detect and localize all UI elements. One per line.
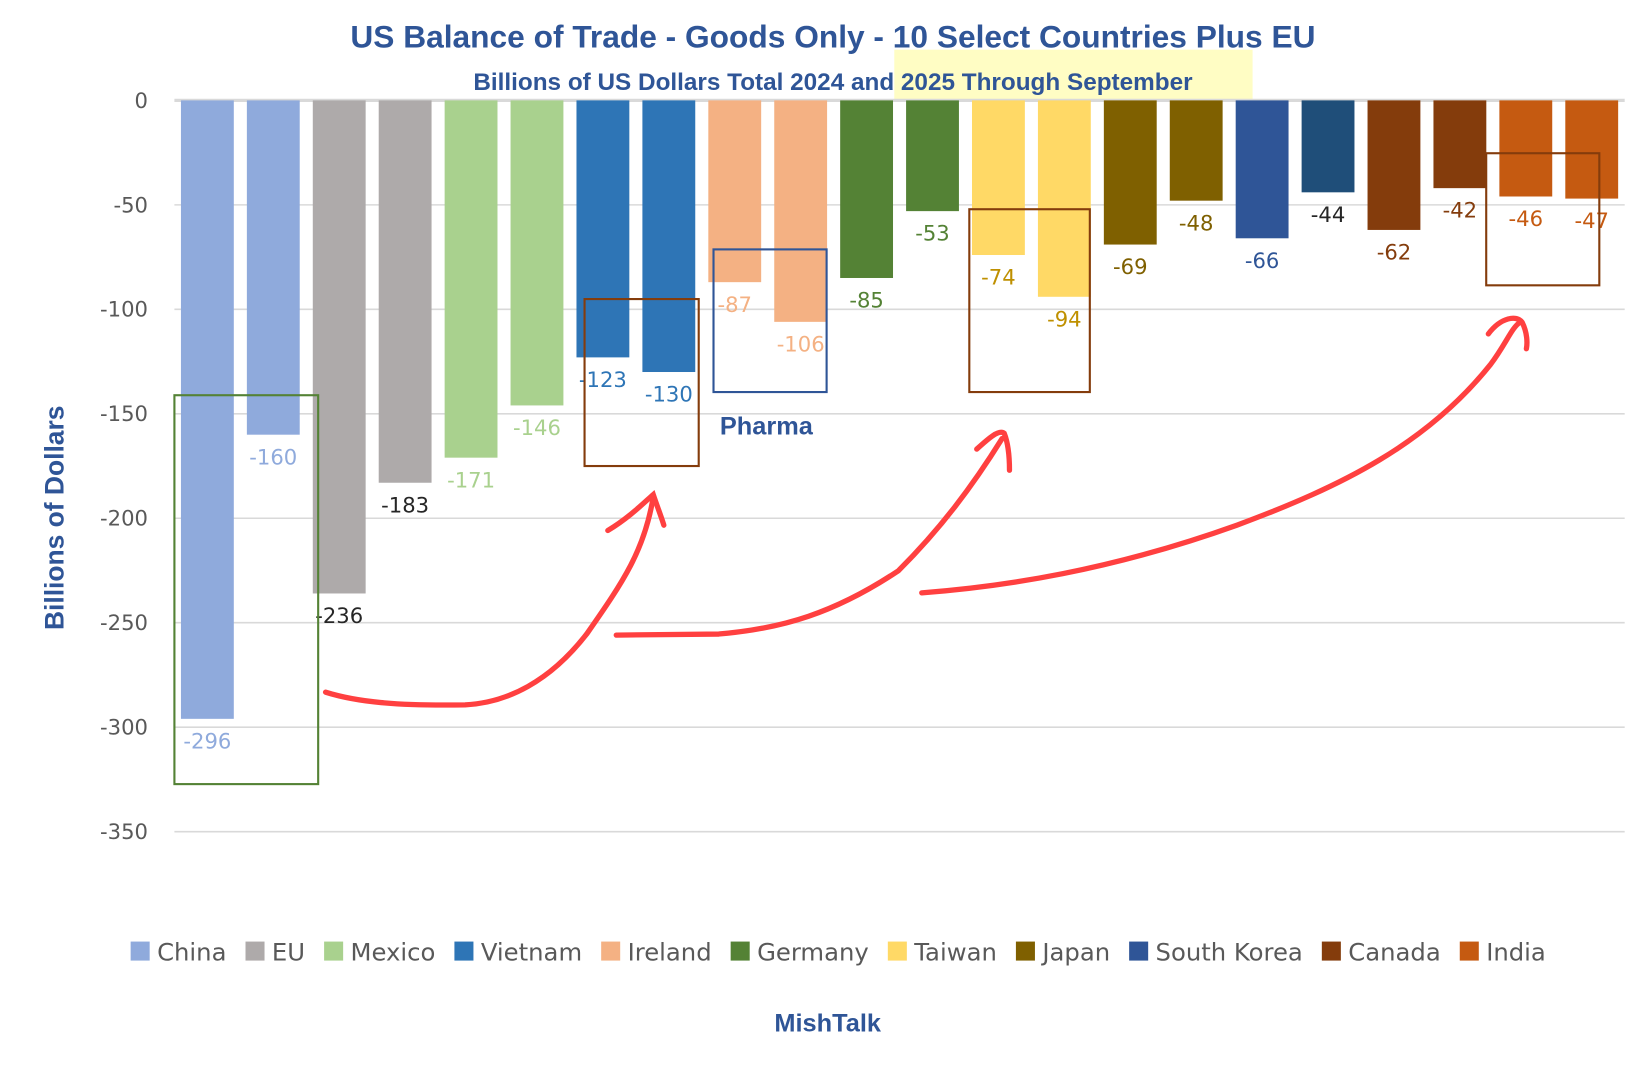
- ireland-pharma-box: [712, 248, 828, 394]
- data-label: -46: [1509, 206, 1544, 231]
- data-label: -47: [1574, 208, 1609, 233]
- legend-label: Ireland: [628, 938, 712, 967]
- chart-subtitle: Billions of US Dollars Total 2024 and 20…: [473, 69, 1193, 96]
- data-label: -42: [1443, 198, 1478, 223]
- bar-mexico-2024: [444, 100, 498, 458]
- data-label: -171: [447, 467, 495, 492]
- bar-canada-2025: [1433, 100, 1487, 189]
- china-highlight-box: [173, 394, 320, 786]
- chart-title: US Balance of Trade - Goods Only - 10 Se…: [350, 19, 1315, 55]
- legend-label: Mexico: [351, 938, 436, 967]
- footer-credit: MishTalk: [774, 1009, 882, 1037]
- taiwan-highlight-box: [968, 208, 1091, 394]
- bar-taiwan-2024: [972, 100, 1025, 256]
- y-axis-ticks: 0 -50 -100 -150 -200 -250 -300 -350: [100, 88, 148, 844]
- legend: China EU Mexico Vietnam Ireland Germany Taiwan…: [130, 938, 1546, 967]
- bar-ireland-2024: [708, 100, 762, 283]
- bars: [180, 100, 1619, 719]
- data-label: -94: [1047, 306, 1082, 331]
- y-tick-label: -200: [100, 506, 148, 531]
- legend-swatch: [730, 941, 750, 961]
- bar-japan-2024: [1103, 100, 1157, 245]
- legend-label: Germany: [757, 938, 869, 967]
- data-label: -74: [981, 265, 1016, 290]
- bar-canada-2024: [1367, 100, 1421, 230]
- legend-label: EU: [272, 938, 305, 967]
- y-axis-label: Billions of Dollars: [39, 406, 69, 630]
- subtitle-highlight: [894, 49, 1253, 101]
- data-labels: -296-160-236-183-171-146-123-130-87-106-…: [183, 198, 1609, 754]
- bar-ireland-2025: [774, 100, 828, 322]
- data-label: -69: [1113, 254, 1148, 279]
- annotation-boxes: [173, 152, 1601, 786]
- legend-swatch: [454, 941, 474, 961]
- legend-label: India: [1486, 938, 1546, 967]
- arrow-taiwan-to-india: [919, 319, 1523, 596]
- legend-label: Vietnam: [481, 938, 582, 967]
- legend-label: Canada: [1348, 938, 1440, 967]
- vietnam-highlight-box: [583, 298, 700, 468]
- legend-label: China: [157, 938, 226, 967]
- data-label: -53: [915, 221, 950, 246]
- y-tick-label: -350: [100, 819, 148, 844]
- bar-germany-2024: [840, 100, 894, 278]
- bar-india-2025: [1565, 100, 1619, 199]
- y-tick-label: -100: [100, 297, 148, 322]
- legend-swatch: [601, 941, 621, 961]
- bar-japan-2025: [1169, 100, 1223, 201]
- data-label: -62: [1377, 240, 1412, 265]
- pharma-label: Pharma: [720, 412, 814, 440]
- data-label: -66: [1245, 248, 1280, 273]
- data-label: -160: [249, 444, 297, 469]
- arrowhead-2: [974, 429, 1013, 473]
- arrowhead-3: [1485, 315, 1530, 352]
- bar-vietnam-2025: [642, 100, 696, 373]
- y-tick-label: 0: [135, 88, 148, 113]
- arrowhead-1: [605, 489, 667, 534]
- data-label: -48: [1179, 210, 1214, 235]
- y-tick-label: -150: [100, 401, 148, 426]
- arrow-china-to-vietnam: [322, 494, 656, 708]
- legend-label: South Korea: [1156, 938, 1303, 967]
- y-tick-label: -250: [100, 610, 148, 635]
- arrow-vietnam-to-taiwan: [613, 435, 1005, 638]
- legend-label: Japan: [1040, 938, 1110, 967]
- bar-india-2024: [1499, 100, 1553, 197]
- y-tick-label: -50: [113, 192, 148, 217]
- legend-swatch: [130, 941, 150, 961]
- legend-swatch: [324, 941, 344, 961]
- bar-taiwan-2025: [1037, 100, 1091, 297]
- data-label: -183: [381, 492, 429, 517]
- india-highlight-box: [1485, 152, 1601, 287]
- legend-swatch: [1459, 941, 1479, 961]
- legend-swatch: [245, 941, 265, 961]
- data-label: -123: [579, 367, 627, 392]
- y-tick-label: -300: [100, 715, 148, 740]
- data-label: -236: [315, 603, 363, 628]
- bar-eu-2025: [378, 100, 432, 483]
- legend-label: Taiwan: [913, 938, 997, 967]
- legend-swatch: [1321, 941, 1341, 961]
- bar-germany-2025: [906, 100, 959, 212]
- bar-south-korea-2025: [1301, 100, 1355, 193]
- bar-china-2025: [246, 100, 300, 435]
- data-label: -44: [1311, 202, 1346, 227]
- bar-eu-2024: [312, 100, 366, 594]
- bar-china-2024: [180, 100, 234, 719]
- data-label: -87: [717, 292, 752, 317]
- data-label: -296: [183, 728, 231, 753]
- data-label: -106: [777, 331, 825, 356]
- legend-swatch: [1129, 941, 1149, 961]
- bar-south-korea-2024: [1235, 100, 1289, 239]
- data-label: -85: [849, 288, 884, 313]
- bar-mexico-2025: [510, 100, 564, 406]
- data-label: -146: [513, 415, 561, 440]
- data-label: -130: [645, 382, 693, 407]
- red-arrows: [322, 315, 1530, 708]
- legend-swatch: [887, 941, 907, 961]
- legend-swatch: [1015, 941, 1035, 961]
